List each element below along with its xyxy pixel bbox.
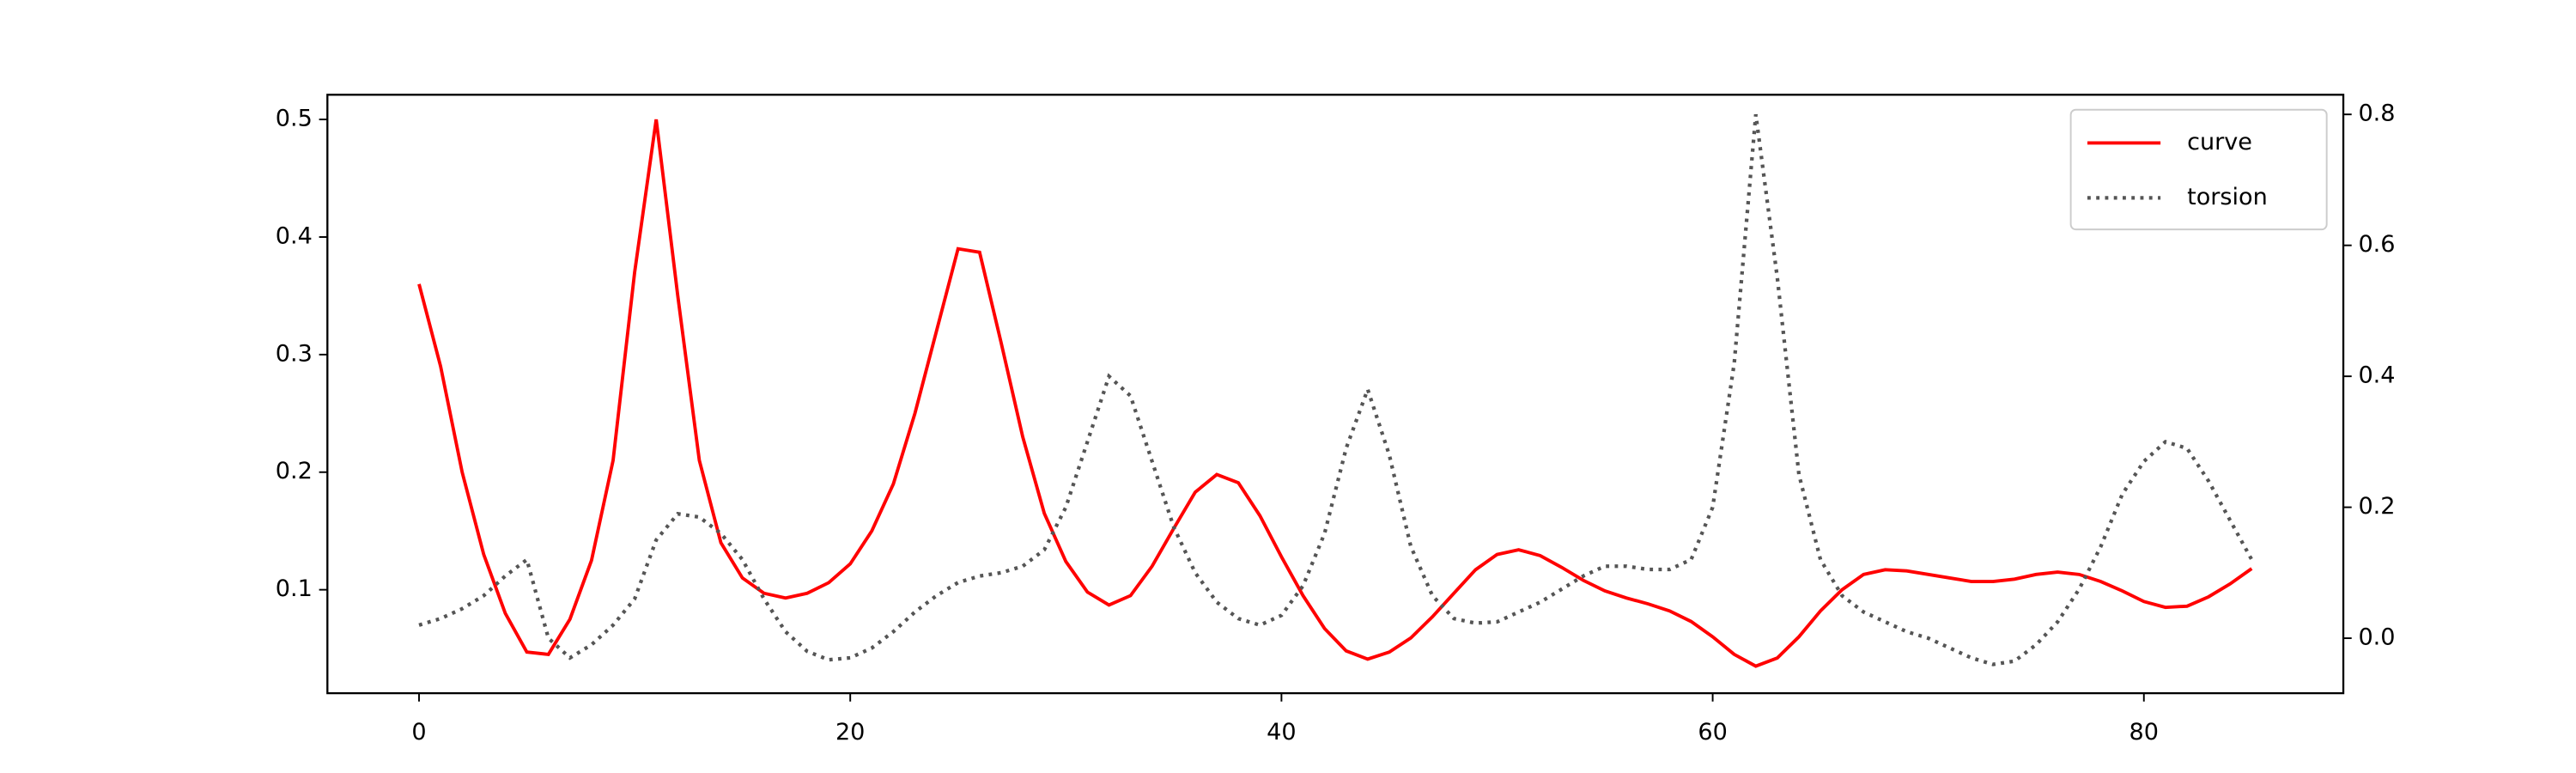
- legend-label: curve: [2187, 129, 2252, 155]
- series-line: [418, 113, 2254, 666]
- x-tick-label: 40: [1267, 719, 1296, 746]
- y2-tick-label: 0.4: [2358, 362, 2395, 389]
- legend-box: [2069, 108, 2328, 231]
- y-tick-label: 0.5: [276, 106, 313, 132]
- x-tick-label: 60: [1698, 719, 1727, 746]
- y2-tick-label: 0.0: [2358, 624, 2395, 651]
- y2-tick-label: 0.2: [2358, 493, 2395, 520]
- y2-tick-label: 0.6: [2358, 231, 2395, 258]
- series-line: [417, 119, 2253, 668]
- y-tick-label: 0.4: [276, 222, 313, 249]
- x-tick-label: 80: [2129, 719, 2159, 746]
- y2-tick-label: 0.8: [2358, 100, 2395, 127]
- plot-frame: [326, 94, 2345, 695]
- x-tick-label: 20: [835, 719, 865, 746]
- legend-label: torsion: [2187, 184, 2268, 210]
- y-tick-label: 0.3: [276, 340, 313, 367]
- y-tick-label: 0.2: [276, 458, 313, 484]
- x-tick-label: 0: [411, 719, 426, 746]
- y-tick-label: 0.1: [276, 575, 313, 602]
